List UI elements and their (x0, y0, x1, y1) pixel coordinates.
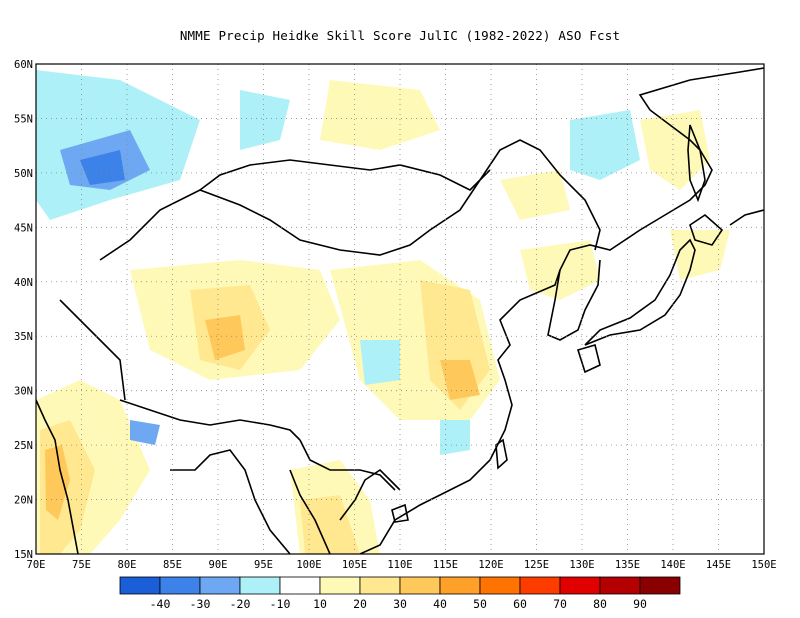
colorbar-label: 20 (353, 597, 367, 611)
coastline-kamchatka (729, 209, 764, 226)
chart-title: NMME Precip Heidke Skill Score JulIC (19… (179, 28, 621, 43)
coastline-hainan (391, 503, 409, 523)
colorbar (119, 576, 681, 595)
lat-tick-label: 15N (14, 549, 33, 561)
colorbar-label: 10 (313, 597, 327, 611)
coastline-china (359, 67, 764, 554)
colorbar-swatch (599, 576, 641, 595)
shade-region-siberia-yellow (320, 80, 440, 150)
shade-region-mongolia-yellow (500, 170, 570, 220)
lon-tick-label: 90E (209, 559, 228, 571)
colorbar-swatch (519, 576, 561, 595)
shade-region-kazakh-blue-peak (80, 150, 125, 185)
lon-tick-label: 120E (478, 559, 503, 571)
shade-region-china-peak (440, 360, 480, 400)
skill-score-shading (36, 70, 730, 554)
longitude-labels: 70E 75E 80E 85E 90E 95E 100E 105E 110E 115E 120E 12… (27, 559, 777, 571)
colorbar-swatch (639, 576, 681, 595)
coastline-india-bay (170, 449, 291, 554)
lat-tick-label: 55N (14, 113, 33, 125)
shade-region-tibet-peak (205, 315, 245, 360)
coastline-korea (547, 259, 601, 341)
border-se-asia (299, 439, 396, 491)
lat-tick-label: 50N (14, 168, 33, 180)
colorbar-swatch (359, 576, 401, 595)
border-tibet-west (59, 299, 126, 401)
colorbar-label: -30 (190, 597, 211, 611)
colorbar-swatch (559, 576, 601, 595)
coastline-japan-honshu (584, 238, 696, 346)
lon-tick-label: 115E (433, 559, 458, 571)
lat-tick-label: 30N (14, 386, 33, 398)
colorbar-label: -40 (150, 597, 171, 611)
lon-tick-label: 150E (751, 559, 776, 571)
shade-region-india-peak (45, 445, 70, 520)
colorbar-swatch (319, 576, 361, 595)
colorbar-label: 80 (593, 597, 607, 611)
shade-region-siberia-blue (240, 90, 290, 150)
border-mongolia (199, 159, 491, 191)
lon-tick-label: 75E (72, 559, 91, 571)
colorbar-swatch (479, 576, 521, 595)
lon-tick-label: 140E (660, 559, 685, 571)
colorbar-label: 30 (393, 597, 407, 611)
lon-tick-label: 125E (524, 559, 549, 571)
coastline-japan-kyushu (576, 343, 601, 374)
lat-tick-label: 60N (14, 59, 33, 71)
colorbar-swatch (159, 576, 201, 595)
shade-region-tibet-blue (360, 340, 400, 385)
gridlines (36, 64, 764, 554)
lat-tick-label: 25N (14, 440, 33, 452)
shade-region-indochina-core (300, 495, 360, 554)
colorbar-swatch (439, 576, 481, 595)
colorbar-label: 60 (513, 597, 527, 611)
lon-tick-label: 110E (387, 559, 412, 571)
lon-tick-label: 70E (27, 559, 46, 571)
colorbar-swatch (239, 576, 281, 595)
coastline-sakhalin (687, 124, 706, 203)
map-frame (35, 63, 765, 555)
colorbar-label: -20 (230, 597, 251, 611)
colorbar-swatch (399, 576, 441, 595)
coastline-india-west (36, 399, 79, 554)
lon-tick-label: 100E (296, 559, 321, 571)
lon-tick-label: 145E (706, 559, 731, 571)
colorbar-label: 90 (633, 597, 647, 611)
colorbar-label: -10 (270, 597, 291, 611)
lat-tick-label: 20N (14, 495, 33, 507)
shade-region-far-east-blue (570, 110, 640, 180)
coastlines (36, 67, 764, 554)
shade-region-japan-yellow (670, 230, 730, 280)
colorbar-swatch (279, 576, 321, 595)
lat-tick-label: 35N (14, 331, 33, 343)
colorbar-swatch (199, 576, 241, 595)
coastline-indochina (289, 469, 331, 554)
lat-tick-label: 45N (14, 222, 33, 234)
shade-region-india-blue (130, 420, 160, 445)
lon-tick-label: 105E (342, 559, 367, 571)
lon-tick-label: 95E (254, 559, 273, 571)
shade-region-south-blue (440, 420, 470, 455)
lat-tick-label: 40N (14, 277, 33, 289)
lon-tick-label: 85E (163, 559, 182, 571)
colorbar-label: 50 (473, 597, 487, 611)
lon-tick-label: 135E (615, 559, 640, 571)
coastline-japan-hokkaido (689, 213, 724, 246)
border-himalaya (119, 399, 301, 441)
colorbar-labels: -40 -30 -20 -10 10 20 30 40 50 60 70 80 90 (150, 597, 647, 611)
coastline-gulf (339, 468, 401, 521)
coastline-taiwan (495, 438, 508, 470)
border-china-north (99, 139, 601, 261)
colorbar-label: 40 (433, 597, 447, 611)
lon-tick-label: 80E (118, 559, 137, 571)
lon-tick-label: 130E (569, 559, 594, 571)
colorbar-swatch (119, 576, 161, 595)
colorbar-label: 70 (553, 597, 567, 611)
latitude-labels: 15N 20N 25N 30N 35N 40N 45N 50N 55N 60N (14, 59, 33, 561)
